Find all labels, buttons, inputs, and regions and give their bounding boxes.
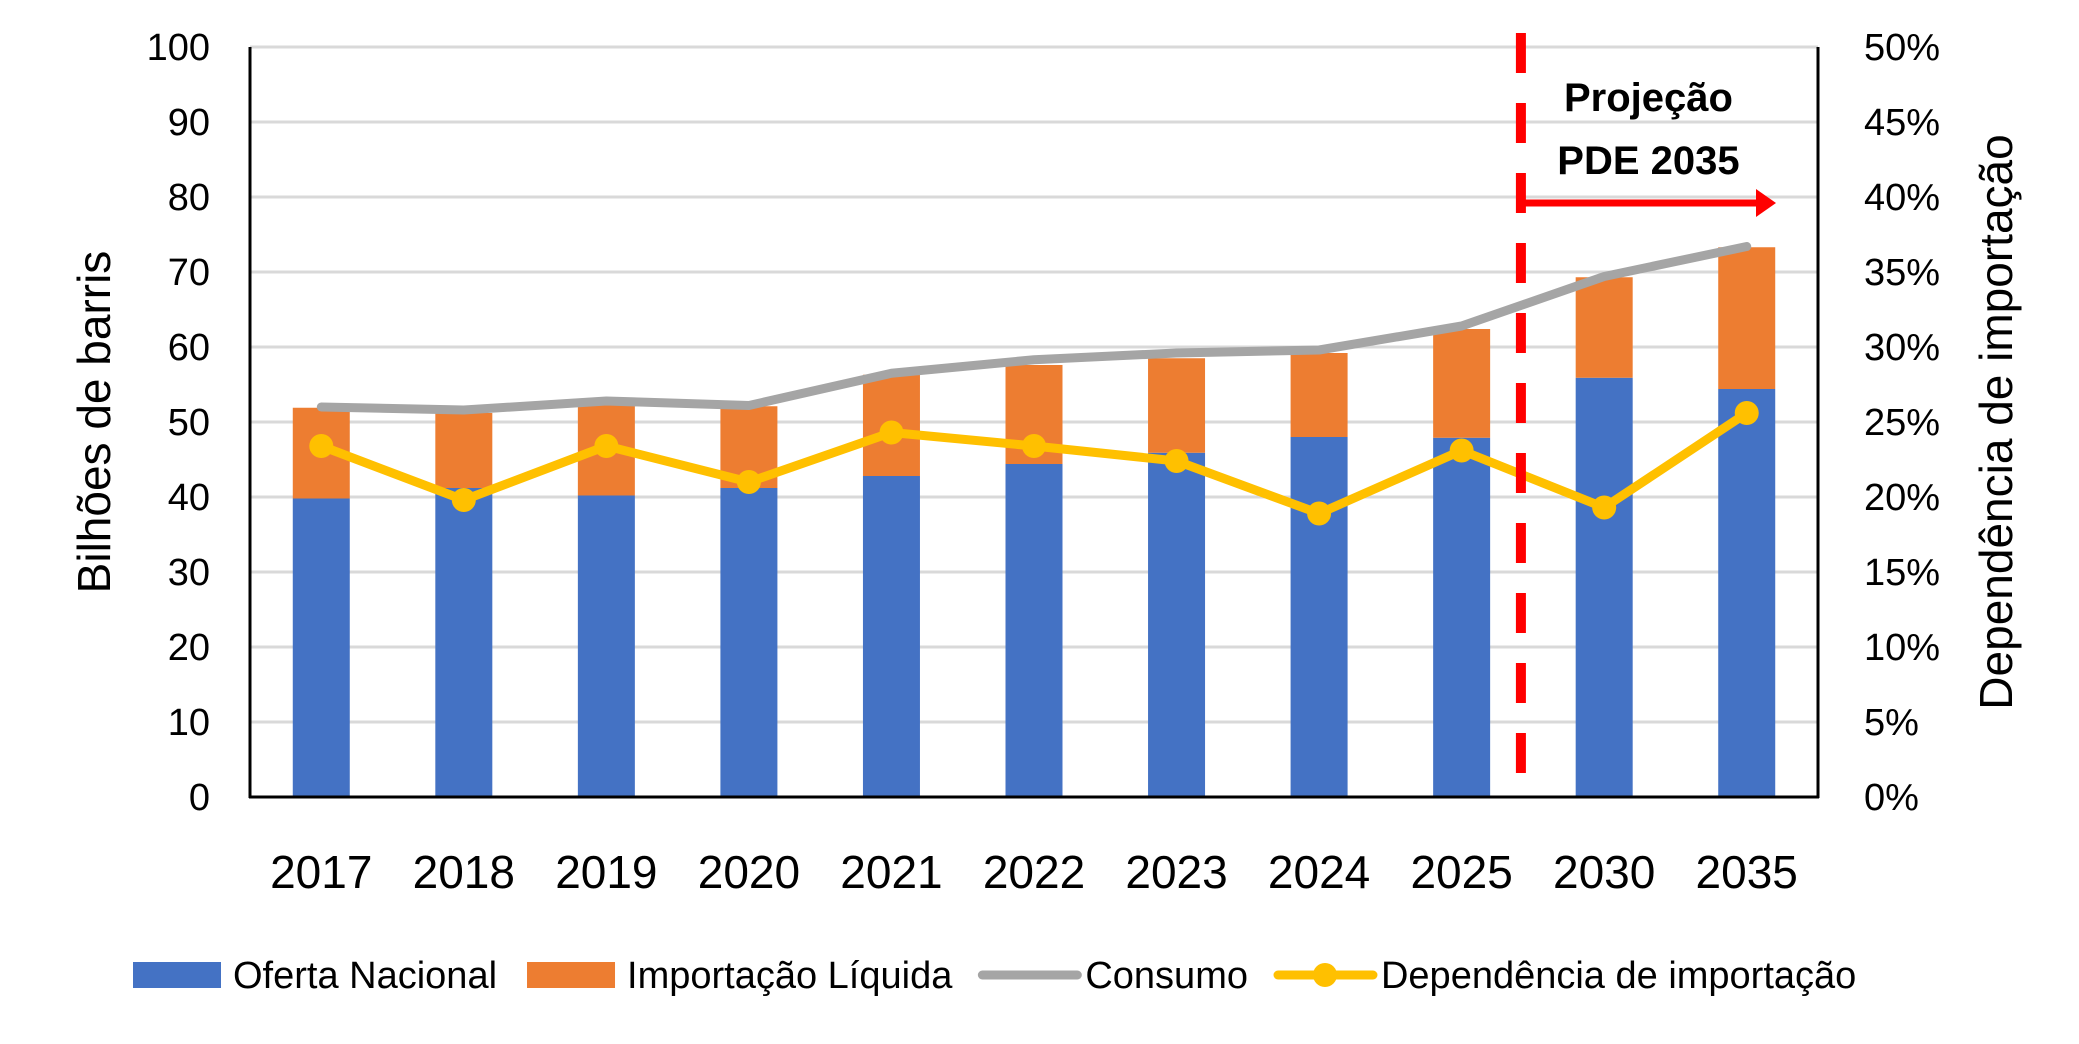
marker-depend-ncia-de-importa-o-2021 — [879, 420, 904, 445]
axes-group — [248, 47, 1820, 799]
marker-depend-ncia-de-importa-o-2019 — [594, 434, 619, 458]
marker-depend-ncia-de-importa-o-2018 — [451, 488, 476, 512]
bar-oferta-nacional-2030 — [1575, 377, 1633, 797]
bar-oferta-nacional-2024 — [1290, 437, 1348, 797]
x-tick-label: 2023 — [1125, 846, 1227, 898]
bar-oferta-nacional-2019 — [577, 495, 635, 797]
bar-oferta-nacional-2021 — [862, 476, 920, 797]
bar-oferta-nacional-2018 — [435, 488, 493, 797]
marker-depend-ncia-de-importa-o-2017 — [309, 434, 334, 458]
x-tick-label: 2022 — [983, 846, 1085, 898]
y2-tick-label: 40% — [1864, 177, 1940, 219]
bar-importa-o-l-quida-2018 — [435, 413, 493, 488]
y2-tick-label: 20% — [1864, 477, 1940, 519]
x-tick-label: 2025 — [1410, 846, 1512, 898]
bar-importa-o-l-quida-2023 — [1148, 358, 1206, 453]
marker-depend-ncia-de-importa-o-2024 — [1307, 501, 1332, 526]
lines-group — [309, 242, 1759, 526]
y-axis-title: Bilhões de barris — [68, 251, 120, 594]
marker-depend-ncia-de-importa-o-2030 — [1592, 495, 1617, 520]
marker-depend-ncia-de-importa-o-2020 — [736, 470, 761, 494]
y2-tick-label: 45% — [1864, 102, 1940, 144]
projection-label-line1: Projeção — [1564, 76, 1733, 120]
y2-tick-label: 35% — [1864, 252, 1940, 294]
y-axis-ticks: 0 10 20 30 40 50 60 70 80 90 100 — [147, 27, 210, 819]
y2-tick-label: 30% — [1864, 327, 1940, 369]
marker-depend-ncia-de-importa-o-2025 — [1449, 438, 1474, 463]
y-tick-label: 10 — [168, 702, 210, 744]
y2-axis-ticks: 0% 5% 10% 15% 20% 25% 30% 35% 40% 45% 50% — [1864, 27, 1940, 819]
projection-arrow-head-icon — [1756, 189, 1776, 217]
bar-importa-o-l-quida-2030 — [1575, 277, 1633, 378]
marker-depend-ncia-de-importa-o-2035 — [1734, 401, 1759, 425]
bar-oferta-nacional-2017 — [292, 498, 350, 797]
legend-swatch-oferta-nacional — [133, 962, 221, 988]
bar-oferta-nacional-2023 — [1148, 452, 1206, 797]
x-tick-label: 2019 — [555, 846, 657, 898]
bar-importa-o-l-quida-2025 — [1433, 329, 1491, 438]
y2-tick-label: 15% — [1864, 552, 1940, 594]
legend: Oferta Nacional Importação Líquida Consumo… — [133, 955, 1856, 997]
legend-marker-depend-ncia-de-importa-o — [1312, 963, 1337, 987]
legend-label-oferta-nacional: Oferta Nacional — [233, 955, 497, 997]
y-tick-label: 60 — [168, 327, 210, 369]
y-tick-label: 100 — [147, 27, 210, 69]
projection-label-line2: PDE 2035 — [1557, 139, 1739, 183]
marker-depend-ncia-de-importa-o-2023 — [1164, 449, 1189, 473]
x-tick-label: 2021 — [840, 846, 942, 898]
y2-tick-label: 0% — [1864, 777, 1919, 819]
y2-axis-title: Dependência de importação — [1970, 134, 2022, 709]
legend-label-depend-ncia-de-importa-o: Dependência de importação — [1381, 955, 1856, 997]
bar-oferta-nacional-2035 — [1718, 389, 1776, 797]
marker-depend-ncia-de-importa-o-2022 — [1022, 434, 1046, 458]
x-axis-ticks: 2017 2018 2019 2020 2021 2022 2023 2024 2025 2030… — [270, 846, 1798, 898]
x-tick-label: 2024 — [1268, 846, 1370, 898]
y2-tick-label: 25% — [1864, 402, 1940, 444]
y-tick-label: 80 — [168, 177, 210, 219]
bar-oferta-nacional-2025 — [1433, 437, 1491, 797]
x-tick-label: 2020 — [698, 846, 800, 898]
y-tick-label: 40 — [168, 477, 210, 519]
y-tick-label: 30 — [168, 552, 210, 594]
y-tick-label: 20 — [168, 627, 210, 669]
y-tick-label: 70 — [168, 252, 210, 294]
bar-importa-o-l-quida-2035 — [1718, 247, 1776, 389]
x-tick-label: 2030 — [1553, 846, 1655, 898]
y-tick-label: 90 — [168, 102, 210, 144]
y2-tick-label: 5% — [1864, 702, 1919, 744]
legend-swatch-importa-o-l-quida — [527, 962, 616, 988]
bars-group — [292, 247, 1776, 797]
x-tick-label: 2018 — [413, 846, 515, 898]
legend-label-importa-o-l-quida: Importação Líquida — [627, 955, 953, 997]
bar-oferta-nacional-2022 — [1005, 464, 1063, 797]
bar-oferta-nacional-2020 — [720, 488, 778, 797]
legend-label-consumo: Consumo — [1085, 955, 1248, 997]
y-tick-label: 50 — [168, 402, 210, 444]
y2-tick-label: 10% — [1864, 627, 1940, 669]
projection-annotation: Projeção PDE 2035 — [1515, 33, 1776, 778]
bar-importa-o-l-quida-2024 — [1290, 353, 1348, 437]
line-consumo — [316, 242, 1752, 415]
x-tick-label: 2035 — [1696, 846, 1798, 898]
y-tick-label: 0 — [189, 777, 210, 819]
y2-tick-label: 50% — [1864, 27, 1940, 69]
x-tick-label: 2017 — [270, 846, 372, 898]
